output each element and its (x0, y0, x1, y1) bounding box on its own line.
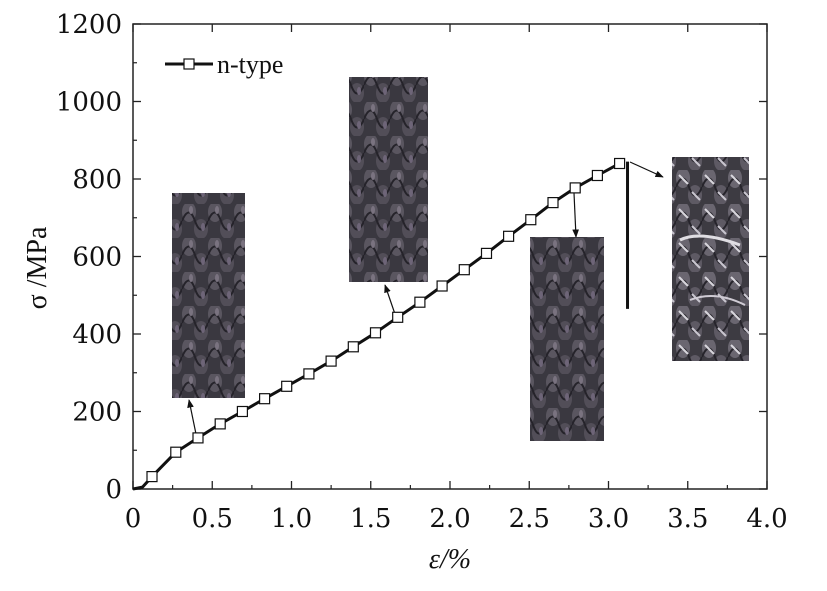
series-n-type (132, 157, 630, 491)
x-axis-label: ε/% (429, 544, 471, 575)
data-point-marker (281, 380, 293, 392)
data-point-marker (325, 355, 337, 367)
specimen-photo-1 (172, 193, 245, 398)
data-point-marker (503, 230, 515, 242)
x-tick-label: 1.0 (271, 504, 312, 534)
data-point-marker (392, 311, 404, 323)
arrow-to-photo-3 (572, 192, 580, 238)
data-point-marker (347, 341, 359, 353)
x-tick-label: 2.5 (509, 504, 550, 534)
data-point-marker (214, 418, 226, 430)
legend: n-type (165, 50, 283, 79)
y-tick-label: 400 (72, 320, 122, 350)
specimen-photo-2 (349, 77, 428, 282)
y-tick-label: 200 (72, 398, 122, 428)
data-point-marker (591, 169, 604, 182)
x-tick-label: 0.5 (192, 504, 233, 534)
data-point-marker (236, 405, 248, 418)
x-tick-label: 2.0 (429, 504, 470, 534)
specimen-photo-3 (530, 237, 604, 441)
data-point-marker (146, 471, 158, 483)
data-point-marker (192, 432, 204, 444)
data-point-marker (458, 264, 470, 276)
x-tick-label: 1.5 (350, 504, 391, 534)
x-axis-ticks: 0 0.5 1.0 1.5 2.0 2.5 3.0 3.5 4.0 (125, 24, 788, 534)
data-point-marker (369, 327, 382, 339)
y-tick-label: 800 (72, 165, 122, 195)
x-tick-label: 0 (125, 504, 142, 534)
pointer-arrows (187, 161, 664, 435)
x-tick-label: 3.5 (667, 504, 708, 534)
arrow-to-photo-2 (384, 284, 397, 318)
arrow-to-photo-1 (187, 399, 197, 435)
y-axis-ticks: 0 200 400 600 800 1000 1200 (56, 10, 767, 505)
y-tick-label: 0 (105, 475, 122, 505)
data-point-marker (613, 157, 626, 170)
arrow-to-photo-4 (629, 161, 664, 178)
legend-label-n-type: n-type (217, 50, 283, 79)
y-axis-label: σ /MPa (22, 226, 53, 309)
data-point-marker (547, 197, 559, 209)
specimen-photo-4 (672, 157, 749, 361)
data-point-marker (259, 393, 271, 405)
y-tick-label: 600 (72, 243, 122, 273)
data-point-marker (569, 182, 581, 194)
data-point-marker (436, 280, 448, 292)
x-tick-label: 4.0 (746, 504, 787, 534)
data-point-marker (414, 296, 426, 308)
data-point-marker (303, 368, 315, 380)
data-point-marker (480, 247, 493, 259)
data-point-marker (170, 446, 182, 458)
legend-marker (183, 58, 195, 70)
y-tick-label: 1000 (56, 88, 122, 118)
x-tick-label: 3.0 (588, 504, 629, 534)
data-point-marker (525, 214, 537, 226)
y-tick-label: 1200 (56, 10, 122, 40)
